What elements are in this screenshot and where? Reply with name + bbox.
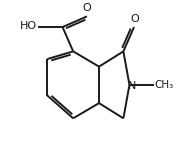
Text: CH₃: CH₃ <box>155 80 174 90</box>
Text: HO: HO <box>20 21 37 31</box>
Text: O: O <box>130 14 139 24</box>
Text: N: N <box>127 81 136 91</box>
Text: O: O <box>83 3 91 13</box>
